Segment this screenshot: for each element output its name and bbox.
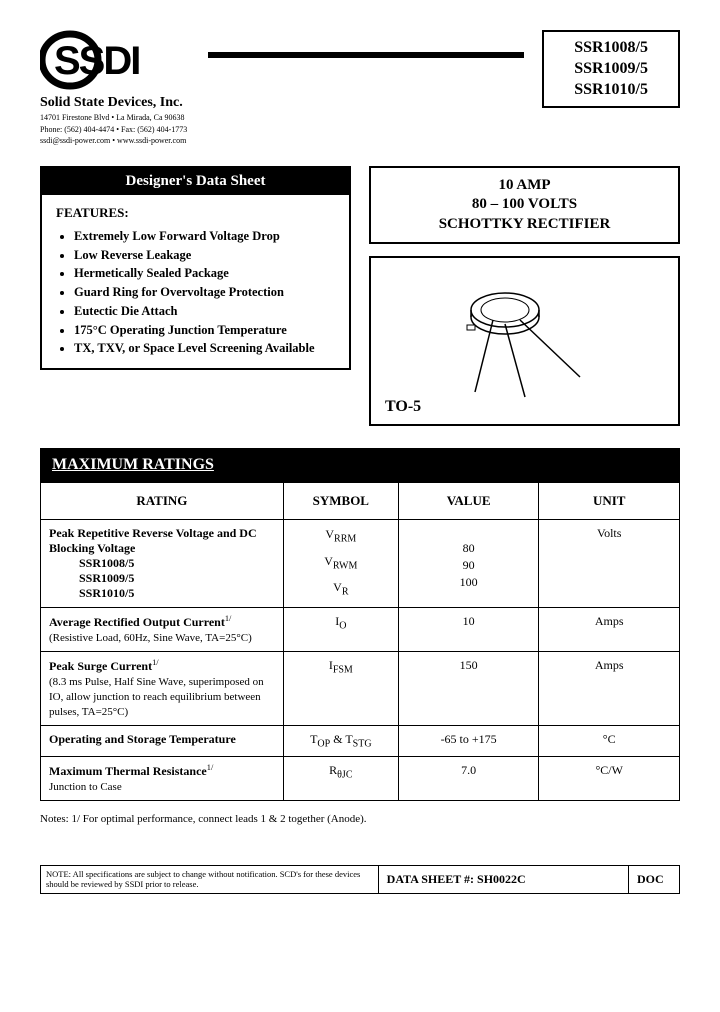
- unit: °C/W: [539, 756, 680, 800]
- feature-item: Hermetically Sealed Package: [74, 264, 349, 283]
- symbol: V: [325, 527, 334, 541]
- value: -65 to +175: [398, 726, 539, 756]
- value: 150: [398, 652, 539, 726]
- rating-sub: (Resistive Load, 60Hz, Sine Wave, TA=25°…: [49, 632, 252, 644]
- footer-note: NOTE: All specifications are subject to …: [41, 866, 379, 893]
- symbol-sub: O: [339, 621, 346, 632]
- company-name: Solid State Devices, Inc.: [40, 95, 190, 111]
- symbol-sub: θJC: [337, 769, 352, 780]
- part-numbers-box: SSR1008/5 SSR1009/5 SSR1010/5: [542, 30, 680, 108]
- table-row: Average Rectified Output Current1/ (Resi…: [41, 608, 680, 652]
- rating-title: Peak Repetitive Reverse Voltage and DC B…: [49, 526, 275, 556]
- feature-item: Eutectic Die Attach: [74, 302, 349, 321]
- package-diagram: [435, 272, 615, 402]
- notes: Notes: 1/ For optimal performance, conne…: [40, 813, 680, 825]
- features-label: FEATURES:: [42, 195, 349, 227]
- feature-item: Low Reverse Leakage: [74, 246, 349, 265]
- designer-box: Designer's Data Sheet FEATURES: Extremel…: [40, 166, 351, 370]
- ratings-table: RATING SYMBOL VALUE UNIT Peak Repetitive…: [40, 482, 680, 800]
- rating-sub: Junction to Case: [49, 781, 122, 793]
- unit: Volts: [597, 526, 621, 540]
- col-header: SYMBOL: [283, 483, 398, 520]
- datasheet-label: DATA SHEET #:: [387, 872, 477, 886]
- symbol-sub: R: [342, 586, 349, 597]
- rating-sup: 1/: [207, 763, 214, 772]
- mid-section: Designer's Data Sheet FEATURES: Extremel…: [40, 166, 680, 427]
- table-header-row: RATING SYMBOL VALUE UNIT: [41, 483, 680, 520]
- logo-block: SSDI Solid State Devices, Inc. 14701 Fir…: [40, 30, 190, 146]
- max-ratings-title: MAXIMUM RATINGS: [40, 448, 680, 482]
- package-label: TO-5: [385, 398, 421, 416]
- table-row: Peak Repetitive Reverse Voltage and DC B…: [41, 520, 680, 608]
- feature-item: Extremely Low Forward Voltage Drop: [74, 227, 349, 246]
- table-row: Maximum Thermal Resistance1/ Junction to…: [41, 756, 680, 800]
- col-header: RATING: [41, 483, 284, 520]
- designer-title: Designer's Data Sheet: [42, 168, 349, 195]
- rating-sup: 1/: [152, 658, 159, 667]
- rating-title: Operating and Storage Temperature: [49, 732, 236, 746]
- feature-item: Guard Ring for Overvoltage Protection: [74, 283, 349, 302]
- unit: Amps: [539, 652, 680, 726]
- datasheet-number: SH0022C: [477, 872, 526, 886]
- value: 7.0: [398, 756, 539, 800]
- company-web: ssdi@ssdi-power.com • www.ssdi-power.com: [40, 136, 190, 146]
- svg-text:SSDI: SSDI: [54, 39, 139, 83]
- unit: °C: [539, 726, 680, 756]
- part-number: SSR1008/5: [574, 38, 648, 59]
- feature-item: TX, TXV, or Space Level Screening Availa…: [74, 339, 349, 358]
- col-header: UNIT: [539, 483, 680, 520]
- header: SSDI Solid State Devices, Inc. 14701 Fir…: [40, 30, 680, 146]
- package-box: TO-5: [369, 256, 680, 426]
- table-row: Operating and Storage Temperature TOP & …: [41, 726, 680, 756]
- value: 100: [407, 574, 531, 591]
- features-list: Extremely Low Forward Voltage Drop Low R…: [42, 227, 349, 358]
- symbol-sub: RRM: [334, 534, 356, 545]
- rating-title: Average Rectified Output Current: [49, 615, 225, 629]
- spec-line: 80 – 100 VOLTS: [377, 195, 672, 215]
- company-logo: SSDI: [40, 30, 190, 90]
- spec-box: 10 AMP 80 – 100 VOLTS SCHOTTKY RECTIFIER: [369, 166, 680, 245]
- part-number: SSR1009/5: [574, 59, 648, 80]
- rating-subitem: SSR1008/5: [49, 556, 275, 571]
- symbol: R: [329, 763, 337, 777]
- value: 90: [407, 557, 531, 574]
- value: 10: [398, 608, 539, 652]
- part-number: SSR1010/5: [574, 80, 648, 101]
- footer-doc: DOC: [629, 866, 679, 893]
- value: 80: [407, 540, 531, 557]
- footer: NOTE: All specifications are subject to …: [40, 865, 680, 894]
- spec-line: 10 AMP: [377, 176, 672, 196]
- symbol: V: [333, 580, 342, 594]
- rating-sup: 1/: [225, 614, 232, 623]
- company-contact: Phone: (562) 404-4474 • Fax: (562) 404-1…: [40, 125, 190, 135]
- unit: Amps: [539, 608, 680, 652]
- symbol: V: [324, 554, 333, 568]
- header-divider: [208, 52, 524, 58]
- symbol-sub: RWM: [333, 560, 357, 571]
- rating-title: Peak Surge Current: [49, 659, 152, 673]
- company-address: 14701 Firestone Blvd • La Mirada, Ca 906…: [40, 113, 190, 123]
- table-row: Peak Surge Current1/ (8.3 ms Pulse, Half…: [41, 652, 680, 726]
- rating-subitem: SSR1009/5: [49, 571, 275, 586]
- footer-datasheet: DATA SHEET #: SH0022C: [379, 866, 629, 893]
- spec-line: SCHOTTKY RECTIFIER: [377, 215, 672, 235]
- rating-title: Maximum Thermal Resistance: [49, 764, 207, 778]
- col-header: VALUE: [398, 483, 539, 520]
- value-stack: 80 90 100: [407, 526, 531, 590]
- rating-subitem: SSR1010/5: [49, 586, 275, 601]
- feature-item: 175°C Operating Junction Temperature: [74, 321, 349, 340]
- rating-sub: (8.3 ms Pulse, Half Sine Wave, superimpo…: [49, 676, 264, 718]
- symbol-sub: FSM: [333, 665, 353, 676]
- symbol-stack: VRRM VRWM VR: [292, 526, 390, 599]
